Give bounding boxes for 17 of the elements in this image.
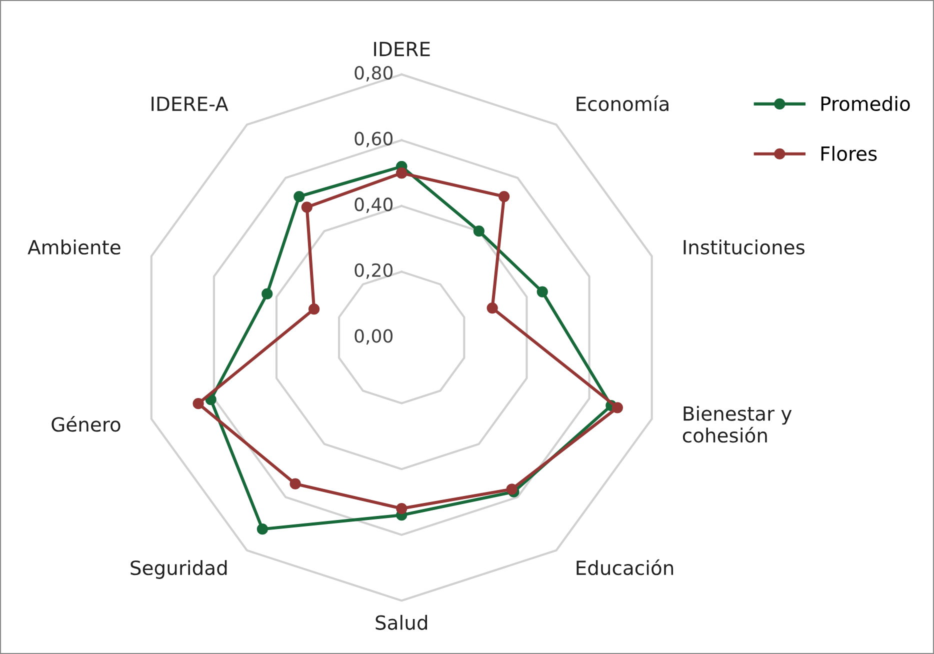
legend-label: Promedio [821,96,910,112]
legend-label: Flores [821,146,877,161]
spoke-label: IDERE-A [152,96,228,111]
y-tick-label: 0,60 [354,132,393,148]
spoke-label: IDERE [374,42,430,56]
spoke-label: Seguridad [130,560,227,579]
spoke-label: Salud [376,614,428,630]
spoke-label: Género [52,416,120,432]
y-tick-label: 0,40 [354,198,393,214]
spoke-label: Instituciones [684,239,804,255]
y-tick-label: 0,00 [354,329,393,345]
y-tick-label: 0,20 [354,263,393,279]
y-tick-label: 0,80 [354,66,393,82]
spoke-label: Economía [576,95,668,112]
spoke-label: Bienestar y cohesión [682,406,792,443]
spoke-label: Educación [576,559,674,576]
spoke-label: Ambiente [28,239,120,255]
